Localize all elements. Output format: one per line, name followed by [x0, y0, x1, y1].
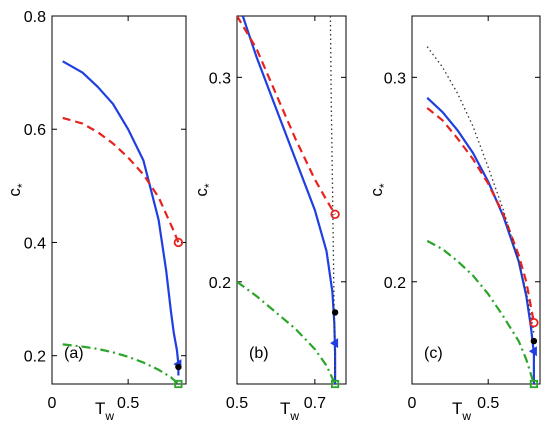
square-marker	[174, 379, 183, 389]
series-dashed-line	[237, 16, 337, 215]
axes-box	[51, 15, 187, 385]
panel-2: 0.2 0.3 0.5 0.7 (b) Tw c*	[192, 15, 347, 423]
x-axis-label: Tw	[280, 399, 299, 423]
x-tick-label: 0.5	[117, 395, 139, 412]
series-group	[426, 46, 536, 384]
x-tick-label: 0.5	[226, 395, 248, 412]
x-axis-label-sub: w	[289, 409, 299, 423]
y-axis-label-sub: *	[202, 183, 216, 188]
circle-marker	[529, 317, 539, 328]
triangle-marker	[330, 338, 339, 349]
series-solid-line	[241, 16, 337, 384]
x-axis-label-sub: w	[104, 409, 114, 423]
panel-3: 0.2 0.3 0 0.5 (c) Tw c*	[367, 15, 541, 423]
series-dashdot-line	[62, 343, 180, 384]
panel-label: (a)	[64, 345, 84, 362]
y-tick-label: 0.2	[24, 349, 46, 366]
series-group	[62, 60, 180, 384]
axes-box	[411, 15, 541, 385]
y-tick-label: 0.3	[209, 70, 231, 87]
circle-marker	[173, 237, 184, 248]
y-tick-label: 0.2	[384, 275, 406, 292]
axes-box	[236, 15, 347, 385]
y-axis-label-main: c	[5, 188, 24, 197]
x-axis-label-sub: w	[461, 409, 471, 423]
y-tick-label: 0.6	[24, 122, 46, 139]
panel-1: 0.2 0.4 0.6 0.8 0 0.5 (a) Tw c*	[5, 9, 187, 423]
x-tick-label: 0	[48, 395, 57, 412]
y-axis-label-sub: *	[377, 183, 391, 188]
y-axis-label: c*	[5, 183, 29, 197]
y-axis-label-main: c	[367, 188, 386, 197]
series-group	[237, 16, 337, 384]
series-dashed-line	[62, 116, 180, 243]
x-tick-label: 0.7	[304, 395, 326, 412]
panel-label: (b)	[249, 345, 269, 362]
x-axis-label-main: T	[95, 399, 105, 418]
y-tick-label: 0.3	[384, 70, 406, 87]
x-axis-label-main: T	[452, 399, 462, 418]
y-tick-label: 0.2	[209, 275, 231, 292]
series-dashdot-line	[237, 280, 337, 384]
dot-marker	[331, 309, 339, 316]
series-dotted-line	[426, 46, 535, 334]
square-marker	[330, 379, 340, 389]
series-solid-line	[62, 60, 180, 376]
x-axis-label-main: T	[280, 399, 290, 418]
series-dotted-line	[329, 16, 336, 384]
y-axis-label-sub: *	[15, 183, 29, 188]
x-tick-label: 0.5	[477, 395, 499, 412]
y-axis-label: c*	[192, 183, 216, 197]
series-dashdot-line	[426, 239, 535, 384]
square-marker	[529, 379, 539, 389]
y-tick-label: 0.8	[24, 9, 46, 26]
y-axis-label-main: c	[192, 188, 211, 197]
dot-marker	[175, 363, 182, 371]
circle-marker	[330, 209, 340, 220]
y-axis-label: c*	[367, 183, 391, 197]
x-tick-label: 0	[408, 395, 417, 412]
panel-label: (c)	[424, 345, 443, 362]
series-dashed-line	[426, 107, 535, 323]
dot-marker	[530, 337, 538, 345]
y-tick-label: 0.4	[24, 235, 46, 252]
triangle-marker	[528, 346, 537, 357]
x-axis-label: Tw	[95, 399, 114, 423]
x-axis-label: Tw	[452, 399, 471, 423]
